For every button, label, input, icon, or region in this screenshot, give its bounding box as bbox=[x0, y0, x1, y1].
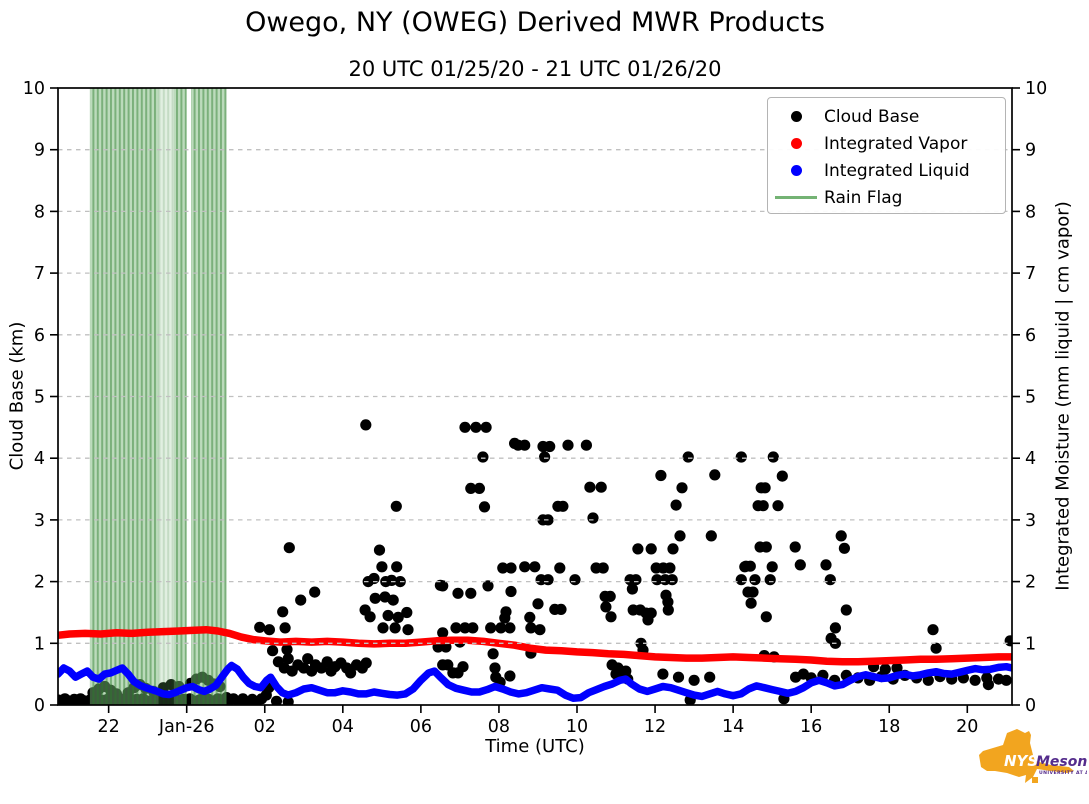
legend-label-integrated-liquid: Integrated Liquid bbox=[824, 160, 970, 181]
y-axis-label-right: Integrated Moisture (mm liquid | cm vapo… bbox=[1052, 201, 1074, 591]
svg-text:9: 9 bbox=[34, 141, 45, 161]
svg-text:8: 8 bbox=[1025, 202, 1036, 222]
svg-text:3: 3 bbox=[34, 511, 45, 531]
svg-text:08: 08 bbox=[488, 717, 510, 737]
svg-text:1: 1 bbox=[34, 634, 45, 654]
svg-text:8: 8 bbox=[34, 202, 45, 222]
svg-text:Jan-26: Jan-26 bbox=[158, 717, 215, 737]
svg-text:9: 9 bbox=[1025, 141, 1036, 161]
svg-text:06: 06 bbox=[410, 717, 432, 737]
svg-text:3: 3 bbox=[1025, 511, 1036, 531]
axis-ticks bbox=[50, 87, 1020, 713]
rain-flag-line-icon bbox=[768, 196, 824, 199]
svg-text:0: 0 bbox=[34, 696, 45, 716]
svg-text:18: 18 bbox=[878, 717, 900, 737]
integrated-vapor-dot-icon bbox=[768, 138, 824, 149]
logo-tagline: UNIVERSITY AT ALBANY bbox=[1039, 770, 1087, 776]
svg-text:7: 7 bbox=[1025, 264, 1036, 284]
svg-text:2: 2 bbox=[1025, 573, 1036, 593]
legend: Cloud Base Integrated Vapor Integrated Liq… bbox=[767, 97, 1006, 214]
logo-text-nys: NYS bbox=[1004, 752, 1038, 770]
nys-mesonet-logo: NYS Mesonet UNIVERSITY AT ALBANY bbox=[973, 725, 1087, 803]
y-tick-labels-right: 0 1 2 3 4 5 6 7 8 9 10 bbox=[1025, 79, 1047, 716]
legend-item-integrated-vapor: Integrated Vapor bbox=[768, 130, 1005, 157]
svg-text:6: 6 bbox=[34, 326, 45, 346]
chart-subtitle: 20 UTC 01/25/20 - 21 UTC 01/26/20 bbox=[348, 57, 722, 81]
svg-text:7: 7 bbox=[34, 264, 45, 284]
svg-text:5: 5 bbox=[1025, 388, 1036, 408]
svg-text:10: 10 bbox=[23, 79, 45, 99]
x-tick-labels: 22 Jan-26 02 04 06 08 10 12 14 16 18 20 bbox=[97, 717, 978, 737]
svg-text:16: 16 bbox=[800, 717, 822, 737]
svg-text:2: 2 bbox=[34, 573, 45, 593]
svg-text:12: 12 bbox=[644, 717, 666, 737]
rain-flag-band bbox=[89, 88, 227, 705]
legend-item-integrated-liquid: Integrated Liquid bbox=[768, 157, 1005, 184]
svg-text:02: 02 bbox=[254, 717, 276, 737]
svg-text:04: 04 bbox=[332, 717, 354, 737]
svg-text:4: 4 bbox=[1025, 449, 1036, 469]
legend-label-rain-flag: Rain Flag bbox=[824, 187, 903, 208]
integrated-liquid-dot-icon bbox=[768, 165, 824, 176]
logo-text-mesonet: Mesonet bbox=[1036, 754, 1087, 770]
cloud-base-dot-icon bbox=[768, 111, 824, 122]
legend-item-cloud-base: Cloud Base bbox=[768, 103, 1005, 130]
svg-text:22: 22 bbox=[97, 717, 119, 737]
legend-label-integrated-vapor: Integrated Vapor bbox=[824, 133, 968, 154]
logo-accent-square bbox=[1032, 777, 1038, 783]
svg-text:10: 10 bbox=[1025, 79, 1047, 99]
y-tick-labels-left: 0 1 2 3 4 5 6 7 8 9 10 bbox=[23, 79, 45, 716]
legend-label-cloud-base: Cloud Base bbox=[824, 106, 920, 127]
svg-text:4: 4 bbox=[34, 449, 45, 469]
integrated-vapor-line bbox=[58, 625, 1012, 666]
y-axis-label-left: Cloud Base (km) bbox=[6, 321, 28, 471]
page-title: Owego, NY (OWEG) Derived MWR Products bbox=[245, 7, 825, 38]
svg-text:20: 20 bbox=[956, 717, 978, 737]
svg-text:0: 0 bbox=[1025, 696, 1036, 716]
ny-state-shape bbox=[979, 729, 1074, 783]
integrated-liquid-line bbox=[58, 661, 1012, 702]
legend-item-rain-flag: Rain Flag bbox=[768, 184, 1005, 211]
svg-text:6: 6 bbox=[1025, 326, 1036, 346]
svg-text:14: 14 bbox=[722, 717, 744, 737]
x-axis-label: Time (UTC) bbox=[485, 736, 585, 757]
svg-text:10: 10 bbox=[566, 717, 588, 737]
svg-text:1: 1 bbox=[1025, 634, 1036, 654]
svg-text:5: 5 bbox=[34, 388, 45, 408]
